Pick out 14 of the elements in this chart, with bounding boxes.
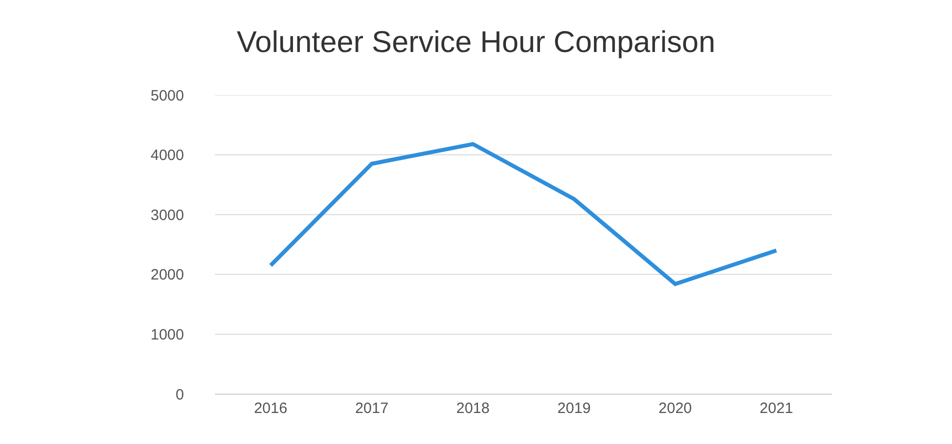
y-tick-label: 1000 <box>150 326 184 344</box>
y-tick-label: 0 <box>176 386 184 404</box>
y-tick-label: 5000 <box>150 87 184 104</box>
y-tick-label: 3000 <box>150 206 184 224</box>
x-tick-label: 2018 <box>456 400 490 417</box>
x-tick-label: 2021 <box>760 400 794 417</box>
x-tick-label: 2020 <box>658 400 692 417</box>
y-tick-label: 4000 <box>150 147 184 164</box>
x-tick-label: 2019 <box>557 400 591 417</box>
x-tick-label: 2017 <box>355 400 388 417</box>
x-tick-label: 2016 <box>254 400 288 417</box>
line-series <box>268 142 778 286</box>
y-tick-label: 2000 <box>150 266 184 284</box>
chart-title: Volunteer Service Hour Comparison <box>236 26 716 60</box>
